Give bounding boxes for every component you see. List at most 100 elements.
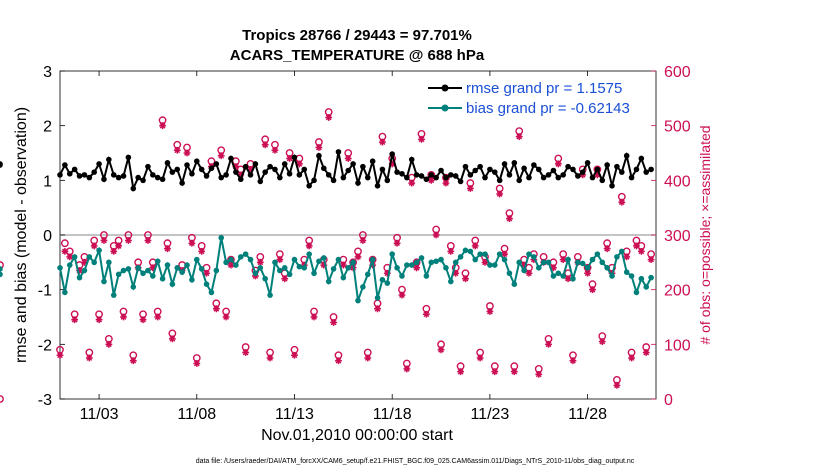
bias-point: [81, 267, 88, 274]
rmse-point: [125, 154, 132, 161]
obs-assimilated-point: [618, 198, 626, 206]
obs-assimilated-point: [437, 346, 445, 354]
bias-point: [496, 251, 503, 257]
obs-assimilated-point: [81, 258, 88, 266]
bias-point: [96, 247, 102, 254]
rmse-point: [609, 183, 615, 189]
obs-assimilated-point: [403, 365, 411, 373]
bias-point: [179, 269, 185, 275]
obs-assimilated-point: [637, 248, 645, 255]
obs-assimilated-point: [129, 357, 137, 365]
bias-point: [218, 234, 225, 241]
rmse-point: [555, 174, 562, 181]
obs-assimilated-point: [295, 160, 303, 168]
obs-assimilated-point: [281, 275, 289, 283]
obs-assimilated-point: [315, 144, 323, 151]
rmse-point: [355, 180, 361, 186]
obs-assimilated-point: [520, 261, 528, 269]
bias-point: [86, 254, 93, 260]
rmse-point: [506, 172, 513, 178]
bias-point: [648, 274, 654, 281]
obs-assimilated-point: [379, 138, 386, 146]
obs-assimilated-point: [193, 360, 201, 367]
bias-point: [189, 277, 195, 283]
bias-point: [619, 248, 625, 255]
obs-assimilated-point: [188, 239, 196, 247]
rmse-point: [448, 172, 454, 178]
rmse-point: [257, 178, 264, 185]
obs-assimilated-point: [364, 354, 372, 362]
bias-point: [228, 256, 234, 263]
rmse-point: [374, 183, 381, 189]
x-tick-label: 11/13: [275, 406, 314, 423]
bias-point: [491, 262, 498, 268]
rmse-point: [477, 163, 483, 170]
bias-point: [384, 280, 391, 286]
bias-point: [267, 292, 273, 298]
bias-point: [594, 251, 601, 257]
rmse-point: [252, 161, 259, 167]
rmse-point: [535, 166, 542, 173]
obs-assimilated-point: [310, 313, 318, 321]
bias-point: [501, 256, 508, 263]
bias-point: [623, 269, 630, 275]
obs-assimilated-point: [227, 261, 235, 269]
bias-point: [413, 259, 420, 266]
obs-assimilated-point: [359, 237, 367, 244]
y-right-tick-label: 300: [664, 228, 691, 245]
rmse-point: [540, 174, 547, 181]
rmse-point: [130, 185, 137, 192]
obs-assimilated-point: [247, 166, 254, 173]
obs-assimilated-point: [466, 185, 474, 192]
footnote: data file: /Users/raeder/DAI/ATM_forcXX/…: [196, 458, 635, 465]
rmse-point: [140, 177, 146, 184]
obs-assimilated-point: [110, 248, 118, 255]
obs-assimilated-point: [354, 253, 362, 261]
rmse-point: [106, 156, 112, 163]
obs-assimilated-point: [388, 160, 396, 168]
rmse-point: [101, 176, 107, 183]
obs-assimilated-point: [432, 231, 440, 239]
bias-point: [452, 259, 459, 266]
rmse-point: [360, 163, 366, 170]
obs-assimilated-point: [422, 310, 430, 318]
bias-point: [545, 259, 552, 266]
rmse-point: [71, 166, 78, 173]
y-right-axis: 0 100 200 300 400 500 600: [651, 64, 691, 409]
y-right-tick-label: 200: [664, 283, 691, 300]
obs-assimilated-point: [545, 340, 552, 348]
obs-assimilated-point: [457, 368, 464, 376]
rmse-point: [599, 177, 606, 184]
rmse-point: [340, 174, 347, 181]
bias-point: [316, 258, 322, 265]
rmse-point: [394, 169, 400, 175]
obs-assimilated-point: [427, 176, 435, 184]
bias-point: [0, 271, 3, 278]
obs-assimilated-point: [173, 146, 181, 154]
rmse-point: [66, 170, 73, 177]
legend-rmse-label: rmse grand pr = 1.1575: [466, 80, 622, 97]
obs-assimilated-point: [149, 264, 157, 272]
obs-assimilated-point: [525, 269, 533, 277]
rmse-point: [452, 173, 459, 179]
rmse-point: [179, 180, 185, 186]
bias-series: [0, 234, 654, 304]
bias-point: [584, 265, 591, 271]
bias-point: [154, 258, 161, 265]
rmse-point: [135, 174, 141, 181]
bias-point: [516, 259, 523, 266]
rmse-point: [628, 174, 635, 181]
rmse-point: [521, 165, 527, 172]
rmse-point: [228, 155, 234, 162]
y-right-tick-label: 500: [664, 119, 691, 136]
rmse-point: [81, 172, 88, 178]
bias-point: [257, 265, 264, 271]
obs-assimilated-point: [491, 368, 499, 376]
rmse-point: [594, 166, 601, 173]
bias-point: [140, 270, 146, 277]
bias-point: [110, 292, 117, 298]
bias-point: [423, 273, 430, 279]
y-left-tick-label: -2: [38, 337, 52, 354]
obs-possible-point: [0, 395, 4, 403]
bias-point: [135, 265, 141, 271]
